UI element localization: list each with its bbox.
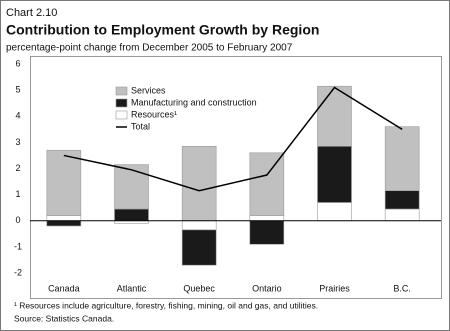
- x-tick-label: Quebec: [183, 283, 215, 293]
- y-tick-label: -1: [14, 241, 22, 251]
- y-tick-label: 6: [15, 58, 20, 68]
- bar-segment: [46, 215, 82, 222]
- legend-label: Resources¹: [131, 109, 177, 119]
- legend-swatch: [115, 86, 128, 96]
- x-tick-label: Atlantic: [117, 283, 147, 293]
- y-tick-label: 4: [15, 111, 20, 121]
- bar-segment: [114, 164, 149, 210]
- legend-swatch: [115, 110, 128, 120]
- y-tick-label: -2: [14, 267, 22, 277]
- chart-subtitle: percentage-point change from December 20…: [6, 43, 293, 54]
- legend-label: Services: [131, 85, 166, 95]
- chart-label: Chart 2.10: [6, 7, 57, 19]
- x-tick-label: Canada: [48, 283, 80, 293]
- bar-segment: [384, 190, 420, 210]
- y-tick-label: 0: [15, 215, 20, 225]
- x-tick-label: Prairies: [319, 283, 350, 293]
- plot-frame: [30, 56, 442, 299]
- bar-segment: [46, 149, 82, 216]
- bar-segment: [181, 229, 217, 266]
- chart-title: Contribution to Employment Growth by Reg…: [6, 22, 319, 38]
- bar-segment: [317, 145, 352, 203]
- source: Source: Statistics Canada.: [14, 313, 114, 323]
- x-tick-label: Ontario: [252, 283, 282, 293]
- y-tick-label: 2: [15, 163, 20, 173]
- bar-segment: [249, 215, 285, 222]
- bar-segment: [46, 220, 82, 227]
- bar-segment: [114, 208, 149, 222]
- legend-label: Total: [131, 121, 150, 131]
- bar-segment: [249, 152, 285, 216]
- y-tick-label: 5: [15, 85, 20, 95]
- legend-swatch: [115, 98, 128, 108]
- x-tick-label: B.C.: [393, 283, 411, 293]
- y-tick-label: 1: [15, 189, 20, 199]
- bar-segment: [317, 85, 352, 147]
- total-line: [63, 86, 403, 192]
- bar-segment: [384, 126, 420, 192]
- footnote: ¹ Resources include agriculture, forestr…: [14, 300, 318, 310]
- y-tick-label: 3: [15, 137, 20, 147]
- bar-segment: [181, 145, 217, 222]
- bar-segment: [384, 208, 420, 222]
- bar-segment: [317, 202, 352, 222]
- bar-segment: [249, 220, 285, 245]
- bar-segment: [181, 220, 217, 231]
- legend-label: Manufacturing and construction: [131, 97, 257, 107]
